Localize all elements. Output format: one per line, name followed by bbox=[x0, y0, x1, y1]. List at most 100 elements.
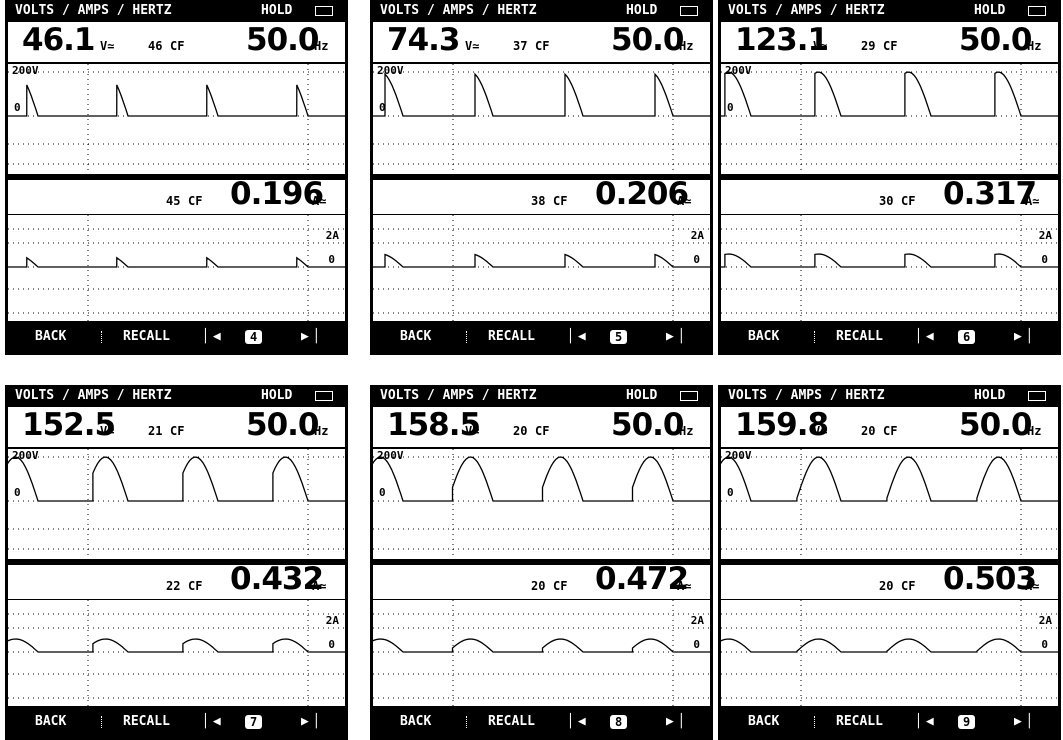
zero-label: 0 bbox=[727, 486, 734, 499]
scope-trace bbox=[8, 215, 345, 321]
waveform bbox=[721, 254, 1058, 267]
recall-key: RECALL bbox=[123, 329, 170, 344]
meter-screen: VOLTS / AMPS / HERTZHOLD158.5V≃20CF50.0H… bbox=[370, 385, 713, 740]
zero-label: 0 bbox=[14, 101, 21, 114]
voltage-cf-label: CF bbox=[170, 424, 184, 438]
recall-key: RECALL bbox=[488, 714, 535, 729]
prev-icon: ▏◀ bbox=[918, 714, 934, 729]
zero-label: 0 bbox=[693, 638, 700, 651]
mode-title: VOLTS / AMPS / HERTZ bbox=[15, 3, 172, 18]
page-number: 6 bbox=[958, 330, 975, 344]
current-reading-row: 30CF0.317A≃ bbox=[721, 180, 1058, 214]
current-value: 0.472 bbox=[595, 561, 688, 597]
battery-icon bbox=[315, 391, 333, 401]
zero-label: 0 bbox=[1041, 638, 1048, 651]
meter-screen: VOLTS / AMPS / HERTZHOLD152.5V≃21CF50.0H… bbox=[5, 385, 348, 740]
battery-icon bbox=[1028, 391, 1046, 401]
mode-title: VOLTS / AMPS / HERTZ bbox=[380, 3, 537, 18]
back-key: BACK bbox=[35, 714, 66, 729]
current-cf-label: CF bbox=[553, 579, 567, 593]
menu-divider bbox=[466, 331, 467, 343]
page: {"panels": [ {"header": {"title": "VOLTS… bbox=[0, 0, 1063, 740]
frequency-value: 50.0 bbox=[611, 407, 684, 443]
scale-label: 200V bbox=[12, 64, 39, 77]
recall-key: RECALL bbox=[123, 714, 170, 729]
current-scope: 2A 0 bbox=[721, 215, 1058, 321]
scope-trace bbox=[373, 64, 710, 174]
scope-trace bbox=[8, 449, 345, 559]
voltage-cf: 29 bbox=[861, 39, 875, 53]
scale-label: 200V bbox=[377, 64, 404, 77]
voltage-unit: V≃ bbox=[465, 39, 479, 53]
waveform bbox=[373, 255, 710, 267]
current-value: 0.317 bbox=[943, 176, 1036, 212]
voltage-cf: 20 bbox=[513, 424, 527, 438]
frequency-unit: Hz bbox=[314, 39, 328, 53]
hold-status: HOLD bbox=[261, 388, 292, 403]
recall-key: RECALL bbox=[488, 329, 535, 344]
back-key: BACK bbox=[748, 714, 779, 729]
waveform bbox=[8, 258, 345, 267]
scale-label: 200V bbox=[377, 449, 404, 462]
voltage-cf: 46 bbox=[148, 39, 162, 53]
frequency-unit: Hz bbox=[679, 39, 693, 53]
next-icon: ▶▕ bbox=[666, 329, 682, 344]
current-cf: 20 bbox=[531, 579, 545, 593]
scope-trace bbox=[8, 600, 345, 706]
battery-icon bbox=[680, 391, 698, 401]
voltage-cf-label: CF bbox=[170, 39, 184, 53]
waveform bbox=[721, 457, 1058, 501]
scope-trace bbox=[721, 600, 1058, 706]
current-cf: 20 bbox=[879, 579, 893, 593]
scope-trace bbox=[373, 215, 710, 321]
frequency-value: 50.0 bbox=[959, 22, 1032, 58]
current-unit: A≃ bbox=[312, 579, 326, 593]
current-unit: A≃ bbox=[312, 194, 326, 208]
prev-icon: ▏◀ bbox=[205, 329, 221, 344]
current-value: 0.432 bbox=[230, 561, 323, 597]
menu-divider bbox=[101, 716, 102, 728]
prev-icon: ▏◀ bbox=[570, 329, 586, 344]
scope-trace bbox=[721, 215, 1058, 321]
voltage-cf-label: CF bbox=[535, 424, 549, 438]
voltage-value: 46.1 bbox=[22, 22, 95, 58]
zero-label: 0 bbox=[727, 101, 734, 114]
scale-label: 200V bbox=[725, 64, 752, 77]
prev-icon: ▏◀ bbox=[205, 714, 221, 729]
voltage-unit: V≃ bbox=[813, 424, 827, 438]
waveform bbox=[373, 457, 710, 501]
scale-label: 2A bbox=[1039, 229, 1052, 242]
next-icon: ▶▕ bbox=[301, 329, 317, 344]
scope-trace bbox=[373, 449, 710, 559]
scale-label: 2A bbox=[1039, 614, 1052, 627]
voltage-cf-label: CF bbox=[883, 424, 897, 438]
current-cf-label: CF bbox=[188, 579, 202, 593]
prev-icon: ▏◀ bbox=[570, 714, 586, 729]
menu-bar: BACK RECALL ▏◀ 7 ▶▕ bbox=[5, 707, 348, 740]
scale-label: 2A bbox=[326, 229, 339, 242]
current-scope: 2A 0 bbox=[721, 600, 1058, 706]
next-icon: ▶▕ bbox=[301, 714, 317, 729]
frequency-value: 50.0 bbox=[611, 22, 684, 58]
page-number: 7 bbox=[245, 715, 262, 729]
mode-title: VOLTS / AMPS / HERTZ bbox=[380, 388, 537, 403]
zero-label: 0 bbox=[1041, 253, 1048, 266]
menu-divider bbox=[101, 331, 102, 343]
zero-label: 0 bbox=[14, 486, 21, 499]
scope-trace bbox=[373, 600, 710, 706]
voltage-cf: 21 bbox=[148, 424, 162, 438]
current-unit: A≃ bbox=[677, 579, 691, 593]
frequency-value: 50.0 bbox=[959, 407, 1032, 443]
